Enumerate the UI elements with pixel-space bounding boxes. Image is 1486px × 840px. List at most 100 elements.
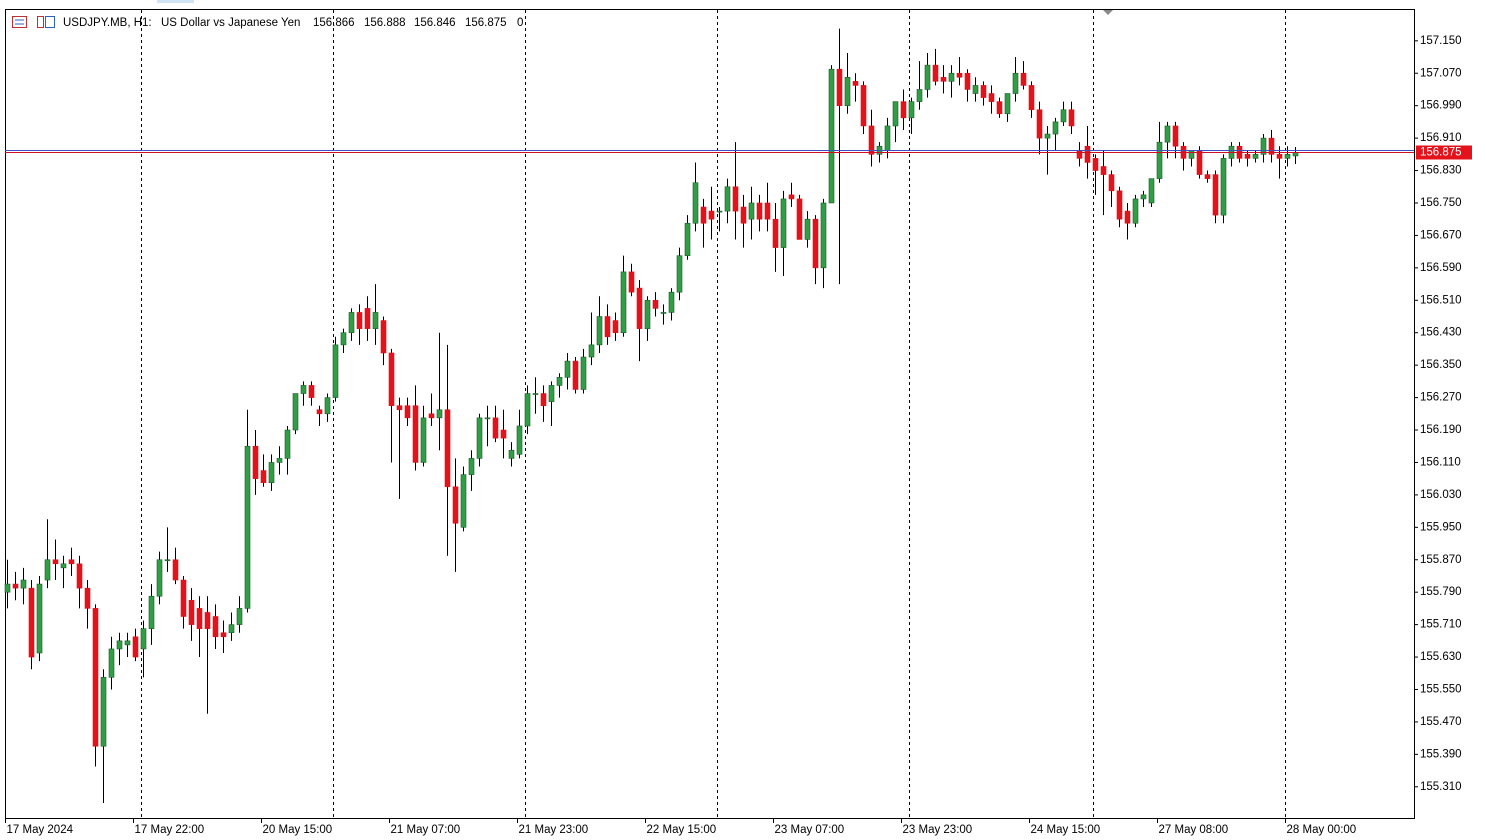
y-tick-label: 155.390: [1420, 748, 1462, 760]
candle-body: [1268, 137, 1275, 155]
candle-body: [588, 344, 595, 358]
candle-body: [220, 632, 227, 638]
candle-body: [468, 458, 475, 475]
candle-body: [796, 198, 803, 240]
candle-body: [988, 93, 995, 102]
candle-body: [180, 579, 187, 617]
candle-body: [860, 85, 867, 127]
candle-body: [116, 640, 123, 650]
candle-body: [124, 640, 131, 646]
candle-body: [828, 68, 835, 204]
icon-list: [12, 16, 27, 28]
candle-body: [516, 425, 523, 455]
candle-body: [668, 291, 675, 313]
candle-body: [348, 312, 355, 334]
candle-body: [556, 377, 563, 386]
y-tick-label: 155.790: [1420, 586, 1462, 598]
candle-body: [1100, 166, 1107, 175]
x-tick-label: 17 May 22:00: [135, 824, 205, 836]
candle-body: [1148, 178, 1155, 204]
candle-body: [700, 206, 707, 224]
candle-body: [108, 648, 115, 678]
y-tick-label: 155.870: [1420, 554, 1462, 566]
candle-body: [140, 628, 147, 650]
description: US Dollar vs Japanese Yen: [161, 17, 300, 29]
price-tag-label: 156.875: [1420, 147, 1462, 159]
candle-body: [708, 210, 715, 220]
candle-body: [1084, 145, 1091, 163]
candle-body: [244, 445, 251, 609]
candle-body: [676, 255, 683, 293]
candle-body: [188, 599, 195, 625]
ohlc-low: 156.846: [414, 17, 456, 29]
icon-bar: [45, 16, 55, 28]
candle-body: [148, 595, 155, 629]
candle-body: [924, 64, 931, 90]
candle-body: [972, 85, 979, 94]
candle-body: [20, 579, 27, 589]
candle-body: [252, 445, 259, 479]
candle-body: [844, 76, 851, 106]
y-tick-label: 156.750: [1420, 197, 1462, 209]
y-tick-label: 156.110: [1420, 456, 1461, 468]
candle-body: [932, 64, 939, 82]
candle-body: [196, 608, 203, 629]
x-tick-label: 17 May 2024: [7, 824, 74, 836]
candle-body: [964, 72, 971, 90]
candle-body: [628, 271, 635, 293]
x-tick-label: 28 May 00:00: [1287, 824, 1357, 836]
candle-body: [652, 299, 659, 309]
candle-body: [884, 125, 891, 151]
candle-body: [948, 72, 955, 82]
candle-body: [1124, 210, 1131, 224]
candle-body: [724, 186, 731, 212]
candle-body: [484, 417, 491, 420]
symbol: USDJPY.MB, H1:: [63, 17, 152, 29]
x-tick-label: 21 May 07:00: [391, 824, 461, 836]
plot-frame: [5, 9, 1415, 819]
candle-body: [764, 202, 771, 220]
x-tick-label: 23 May 07:00: [775, 824, 845, 836]
candle-body: [428, 413, 435, 419]
candle-body: [452, 486, 459, 524]
candle-body: [324, 397, 331, 415]
candle-body: [980, 85, 987, 98]
y-tick-label: 155.310: [1420, 781, 1462, 793]
y-tick-label: 156.190: [1420, 424, 1462, 436]
price-tag: [1416, 145, 1472, 160]
candle-body: [1044, 133, 1051, 139]
y-tick-label: 156.510: [1420, 294, 1462, 306]
shift-marker: [1103, 10, 1113, 15]
candle-body: [204, 612, 211, 629]
candle-body: [1212, 174, 1219, 216]
candle-body: [1036, 109, 1043, 139]
candle-body: [1092, 158, 1099, 171]
candle-body: [1028, 85, 1035, 111]
candle-body: [12, 583, 19, 589]
candle-body: [92, 608, 99, 747]
candle-body: [356, 312, 363, 329]
candle-body: [1076, 149, 1083, 159]
candle-body: [476, 417, 483, 459]
candle-body: [620, 271, 627, 334]
candle-body: [1276, 154, 1283, 159]
candle-body: [260, 470, 267, 484]
candle-body: [1204, 174, 1211, 179]
candle-body: [4, 583, 11, 593]
candle-body: [1156, 141, 1163, 179]
candle-body: [1012, 72, 1019, 94]
candle-body: [388, 352, 395, 406]
candle-body: [404, 405, 411, 419]
volume: 0: [517, 17, 523, 29]
candle-body: [524, 393, 531, 427]
y-tick-label: 155.630: [1420, 651, 1462, 663]
candle-body: [1068, 109, 1075, 127]
y-tick-label: 156.030: [1420, 489, 1462, 501]
candle-body: [1060, 109, 1067, 123]
y-tick-label: 155.550: [1420, 684, 1462, 696]
candle-body: [492, 417, 499, 439]
ohlc-high: 156.888: [364, 17, 406, 29]
candle-body: [788, 194, 795, 200]
